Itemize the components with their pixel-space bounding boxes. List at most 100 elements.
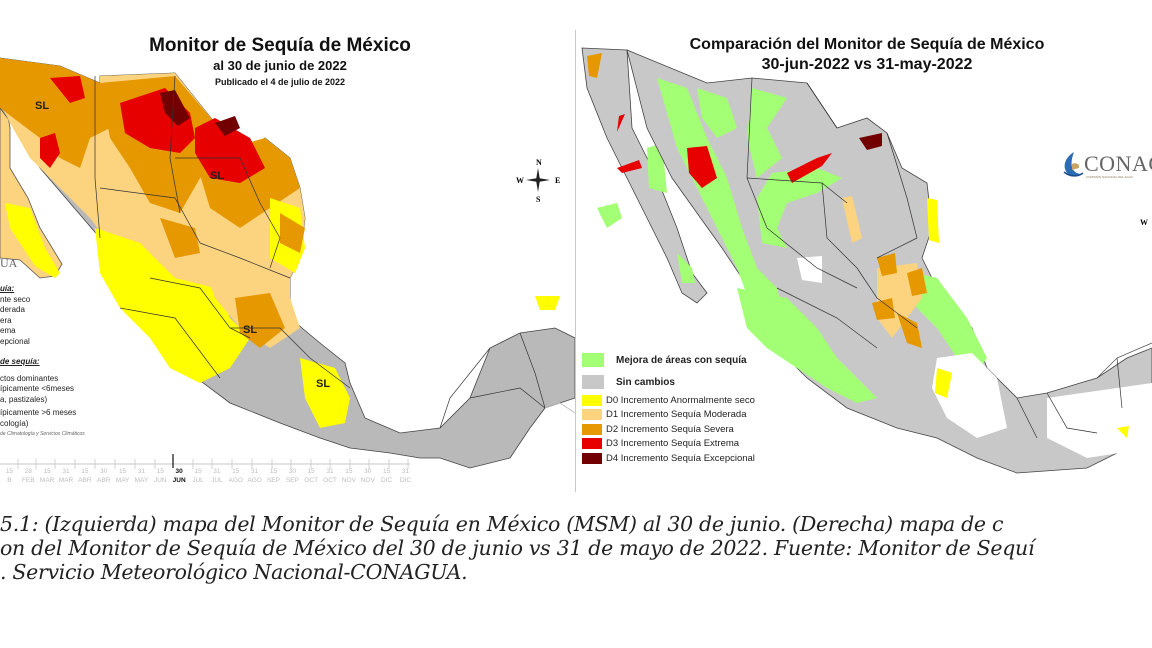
legend-item: era: [0, 315, 12, 325]
sl-label: SL: [210, 170, 225, 182]
conagua-logo-subtext: COMISIÓN NACIONAL DEL AGUA: [1086, 175, 1133, 179]
swatch: [582, 394, 602, 406]
legend-item: ípicamente >6 meses: [0, 408, 77, 417]
right-comparison-map-panel: Comparación del Monitor de Sequía de Méx…: [577, 28, 1152, 494]
caption-line: 5.1: (Izquierda) mapa del Monitor de Seq…: [0, 512, 1004, 536]
tick-month: NOV: [341, 477, 356, 484]
tick-month: ABR: [97, 477, 111, 484]
tick-month: DIC: [399, 477, 412, 484]
left-map-subtitle: al 30 de junio de 2022: [213, 58, 347, 73]
drought-map-mexico: [0, 57, 575, 469]
conagua-logo-icon: [1063, 152, 1084, 177]
tick-month-current: JUN: [172, 477, 186, 484]
legend-item: ema: [0, 326, 16, 335]
legend-item: epcional: [0, 336, 30, 346]
tick-month: SEP: [266, 477, 280, 484]
tick-day: 31: [250, 468, 259, 475]
left-legend: uía: nte seco derada era ema epcional de…: [0, 284, 85, 440]
swatch: [582, 452, 602, 464]
tick-month: OCT: [323, 477, 337, 484]
tick-day: 31: [326, 468, 334, 475]
comparison-map-mexico: [581, 47, 1152, 474]
timeline-months: B FEB MAR MAR ABR ABR MAY MAY JUN JUN JU…: [0, 477, 415, 485]
tick-day: 28: [24, 468, 32, 475]
tick-day: 15: [5, 468, 14, 475]
tick-day: 15: [232, 468, 240, 475]
sl-label: SL: [243, 324, 258, 336]
tick-day: 15: [345, 468, 353, 475]
tick-month: AGO: [228, 477, 243, 484]
tick-day: 15: [156, 468, 164, 475]
compass-north-label: N: [536, 158, 542, 167]
tick-day: 30: [100, 468, 108, 475]
legend-item: cología): [0, 418, 29, 428]
legend-item: ctos dominantes: [0, 373, 59, 383]
right-map-title: Comparación del Monitor de Sequía de Méx…: [689, 36, 1045, 53]
tick-month: JUL: [192, 477, 204, 484]
tick-month: MAR: [58, 477, 74, 484]
tick-day: 15: [81, 468, 89, 475]
swatch: [582, 423, 602, 435]
tick-month: MAY: [134, 477, 149, 484]
sl-label: SL: [35, 100, 50, 112]
left-map-published-date: Publicado el 4 de julio de 2022: [214, 77, 346, 87]
legend-item: derada: [0, 305, 25, 314]
legend-item-d0: D0 Incremento Anormalmente seco: [582, 393, 755, 408]
timeline: 15 28 15 31 15 30 15 31 15 30 15 31 15 3…: [0, 448, 415, 492]
tick-day: 31: [401, 468, 410, 475]
tick-day: 15: [269, 468, 278, 475]
tick-month: JUN: [153, 477, 167, 484]
timeline-days: 15 28 15 31 15 30 15 31 15 30 15 31 15 3…: [0, 468, 415, 476]
swatch: [582, 353, 604, 367]
legend-item-no-change: Sin cambios: [582, 371, 755, 393]
panel-divider: [575, 30, 576, 492]
legend-item: ípicamente <6meses: [0, 384, 75, 393]
caption-line: on del Monitor de Sequía de México del 3…: [0, 536, 1035, 560]
left-map-title: Monitor de Sequía de México: [149, 35, 411, 56]
tick-month: NOV: [360, 477, 375, 484]
tick-month: JUL: [211, 477, 223, 484]
tick-day: 30: [288, 468, 296, 475]
legend-item: a, pastizales): [0, 394, 48, 404]
legend-item-d4: D4 Incremento Sequía Excepcional: [582, 451, 755, 466]
swatch: [582, 438, 602, 450]
compass-east-label: E: [555, 176, 561, 185]
tick-month: AGO: [247, 477, 262, 484]
conagua-logo: CONAGUA COMISIÓN NACIONAL DEL AGUA: [1060, 150, 1152, 179]
compass-west-label: W: [516, 176, 524, 185]
tick-day: 15: [194, 468, 202, 475]
legend-impact-header: de sequía:: [0, 357, 40, 366]
legend-intensity-header: uía:: [0, 284, 15, 293]
swatch: [582, 375, 604, 389]
tick-month: ABR: [78, 477, 92, 484]
tick-month: DIC: [381, 477, 393, 484]
figure-caption: 5.1: (Izquierda) mapa del Monitor de Seq…: [0, 512, 1152, 584]
conagua-logo-text: CONAGUA: [1084, 151, 1152, 176]
tick-month: OCT: [304, 477, 319, 484]
sl-label: SL: [316, 378, 331, 390]
legend-source: de Climatología y Servicios Climáticos: [0, 431, 85, 437]
caption-line: . Servicio Meteorológico Nacional-CONAGU…: [0, 560, 468, 584]
right-map-subtitle: 30-jun-2022 vs 31-may-2022: [761, 56, 973, 73]
tick-month: MAY: [115, 477, 130, 484]
tick-month: FEB: [21, 477, 35, 484]
legend-item-d3: D3 Incremento Sequía Extrema: [582, 437, 755, 452]
tick-day: 30: [364, 468, 372, 475]
tick-day-current: 30: [175, 468, 183, 475]
legend-item-improvement: Mejora de áreas con sequía: [582, 349, 755, 371]
compass-south-label: S: [536, 195, 541, 204]
right-legend: Mejora de áreas con sequía Sin cambios D…: [582, 349, 755, 466]
tick-day: 15: [118, 468, 127, 475]
swatch: [582, 409, 602, 421]
tick-month: B: [7, 477, 12, 484]
tick-day: 15: [383, 468, 391, 475]
legend-item: nte seco: [0, 294, 31, 304]
tick-day: 31: [137, 468, 146, 475]
tick-day: 15: [307, 468, 315, 475]
tick-month: MAR: [39, 477, 55, 484]
compass-west-label: W: [1140, 218, 1148, 227]
agency-label-fragment: UA: [0, 256, 18, 270]
compass-icon: [526, 168, 550, 192]
legend-item-d2: D2 Incremento Sequía Severa: [582, 422, 755, 437]
tick-month: SEP: [285, 477, 299, 484]
